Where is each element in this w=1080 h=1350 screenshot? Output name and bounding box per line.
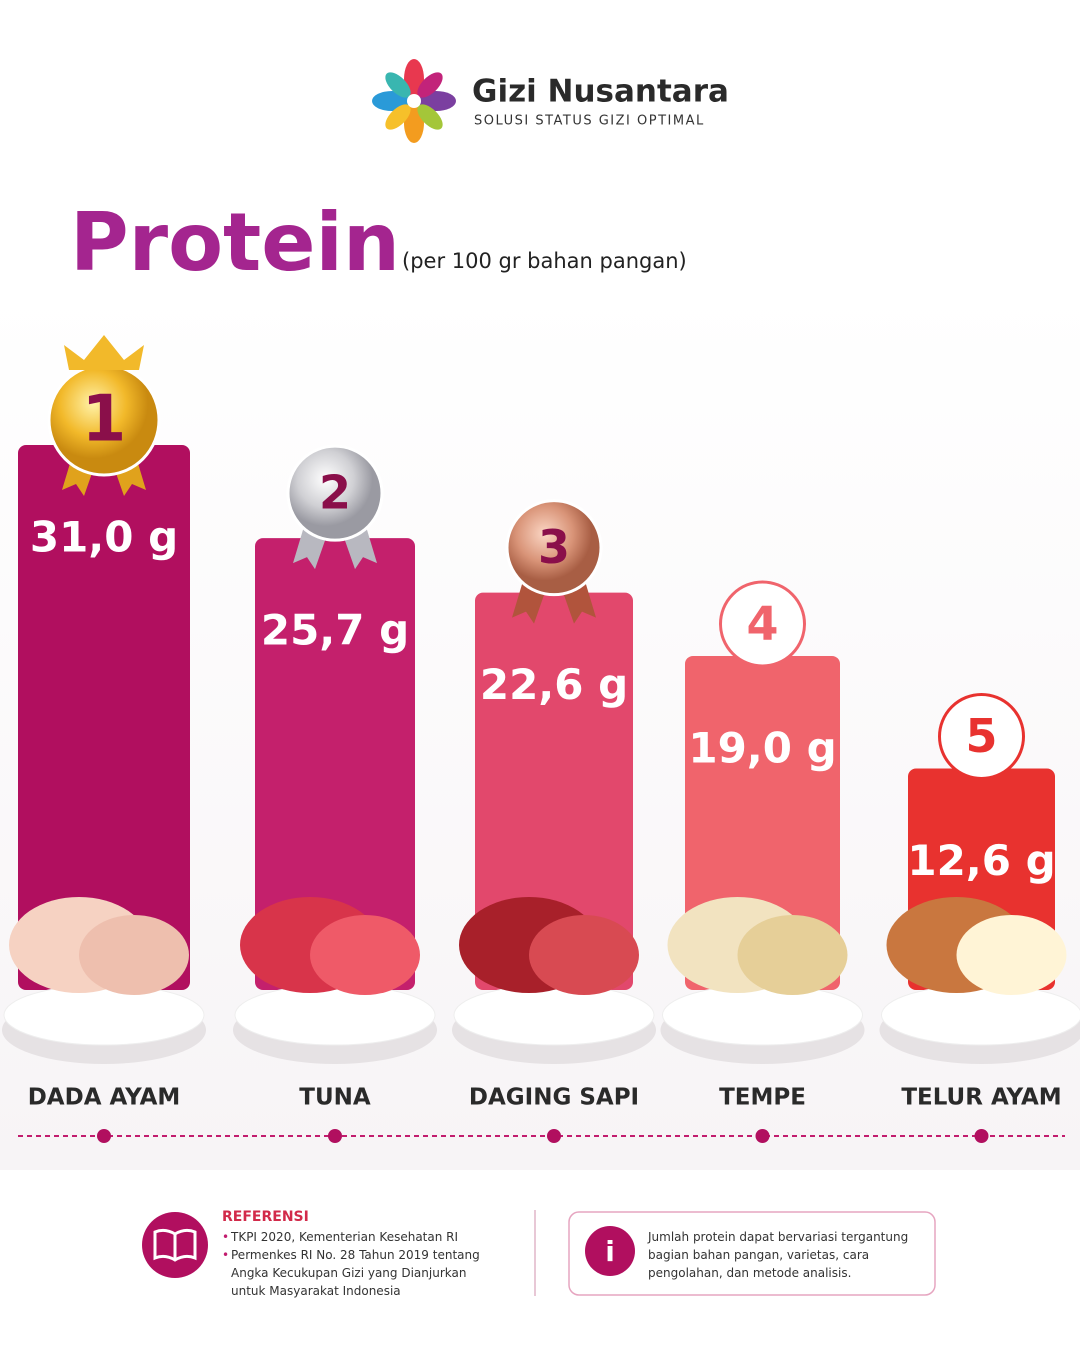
value-label: 19,0 g: [688, 723, 836, 772]
chart-subtitle: (per 100 gr bahan pangan): [402, 249, 687, 273]
category-label: TELUR AYAM: [901, 1085, 1061, 1111]
references-title: REFERENSI: [222, 1209, 309, 1225]
medal: [505, 499, 603, 597]
info-icon-glyph: i: [605, 1235, 615, 1268]
food: [79, 915, 189, 995]
bar: [18, 445, 190, 990]
category-label: DAGING SAPI: [469, 1085, 639, 1111]
reference: Permenkes RI No. 28 Tahun 2019 tentang A…: [222, 1246, 492, 1300]
rank-label: 5: [965, 709, 997, 763]
category-label: TEMPE: [719, 1085, 806, 1111]
plate: [3, 984, 205, 1046]
reference: TKPI 2020, Kementerian Kesehatan RI: [222, 1228, 492, 1246]
food: [737, 915, 848, 995]
logo-mark: [372, 59, 456, 143]
food: [956, 915, 1067, 995]
bar: [255, 538, 415, 990]
note: Jumlah protein dapat bervariasi tergantu…: [648, 1230, 909, 1280]
crown: [64, 335, 144, 370]
value-label: 25,7 g: [261, 606, 409, 655]
plate: [234, 984, 436, 1046]
food: [529, 915, 639, 995]
book-glyph: [153, 1228, 197, 1262]
rank-badge: [938, 692, 1025, 780]
timeline-dot: [328, 1129, 342, 1143]
category-label: TUNA: [299, 1085, 371, 1111]
timeline-dot: [974, 1129, 989, 1143]
medal: [286, 444, 384, 542]
plate: [453, 984, 655, 1046]
category-label: DADA AYAM: [28, 1085, 181, 1111]
food: [310, 915, 420, 995]
value-label: 22,6 g: [480, 660, 628, 709]
note-box: [568, 1211, 936, 1296]
chart-title: Protein: [70, 196, 400, 289]
plate: [881, 984, 1080, 1046]
bar: [475, 592, 633, 990]
plate: [662, 984, 863, 1046]
rank-label: 4: [746, 596, 778, 650]
timeline-dot: [97, 1129, 111, 1143]
timeline-dot: [755, 1129, 770, 1143]
timeline-dot: [547, 1129, 561, 1143]
brand-name: Gizi Nusantara: [472, 74, 729, 110]
brand-tagline: SOLUSI STATUS GIZI OPTIMAL: [474, 114, 705, 129]
rank-badge: [719, 580, 806, 668]
value-label: 12,6 g: [907, 836, 1055, 885]
rank-label: 3: [538, 520, 570, 574]
references: REFERENSI TKPI 2020, Kementerian Kesehat…: [222, 1208, 492, 1300]
info-icon: [585, 1226, 635, 1276]
rank-label: 2: [319, 466, 351, 520]
value-label: 31,0 g: [30, 513, 178, 562]
rank-label: 1: [82, 383, 127, 457]
